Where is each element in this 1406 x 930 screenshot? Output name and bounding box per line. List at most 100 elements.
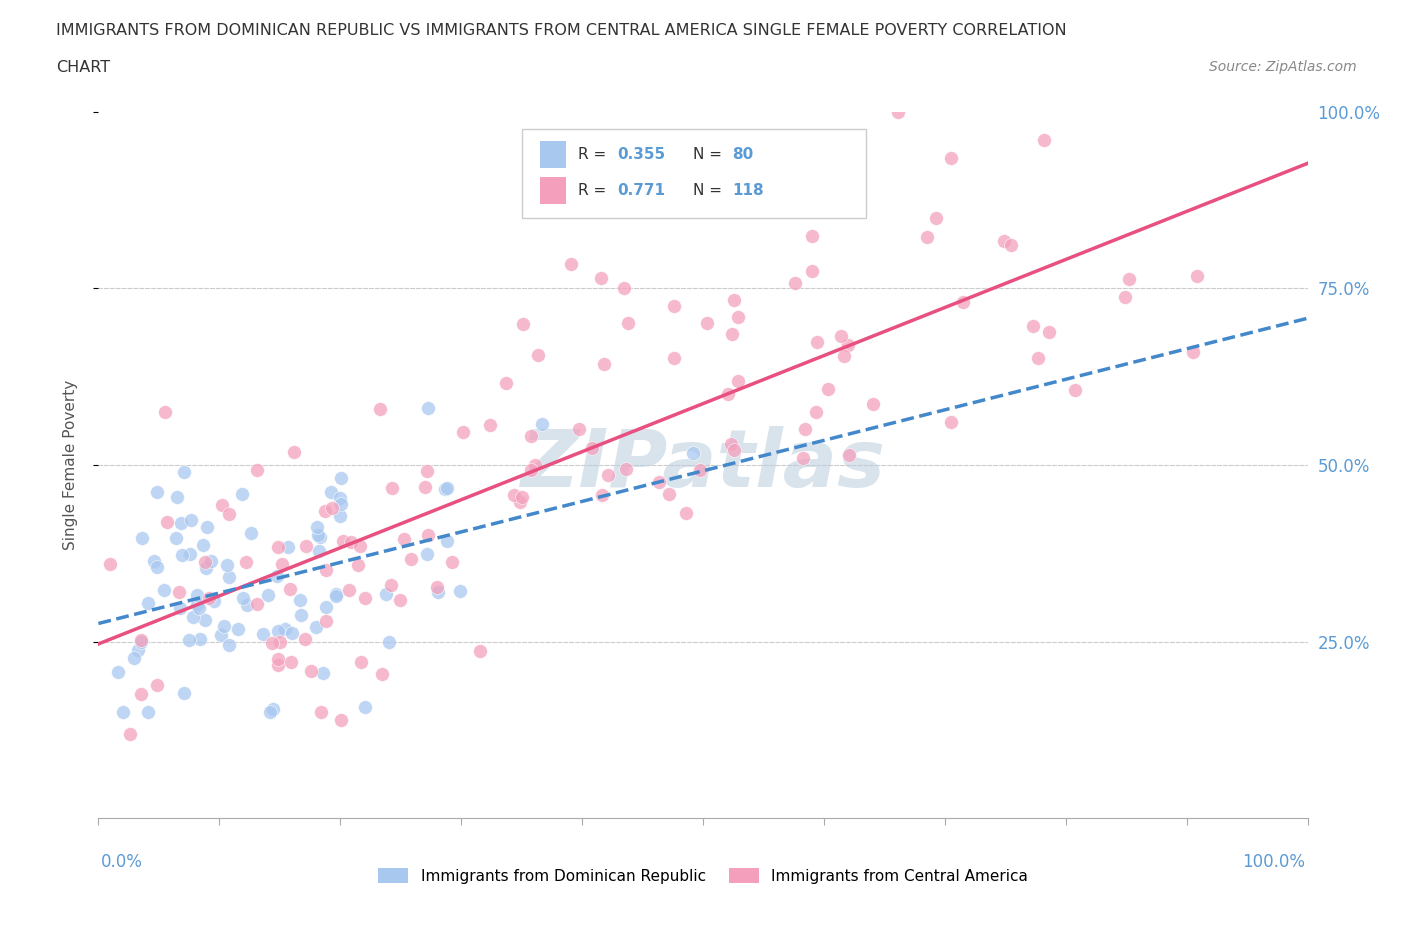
Point xyxy=(415,463,437,478)
Point xyxy=(399,551,422,566)
Point xyxy=(308,543,330,558)
Point xyxy=(1118,272,1140,287)
Point xyxy=(415,547,437,562)
Point xyxy=(131,530,153,545)
Point xyxy=(321,500,343,515)
Point xyxy=(314,503,336,518)
Point xyxy=(311,666,333,681)
Point xyxy=(526,348,548,363)
Point xyxy=(239,525,262,540)
Point xyxy=(195,561,218,576)
Point xyxy=(188,631,211,646)
Point xyxy=(413,479,436,494)
Point xyxy=(329,490,352,505)
Point xyxy=(177,632,200,647)
Point xyxy=(155,514,177,529)
Point xyxy=(280,626,302,641)
Point xyxy=(392,532,415,547)
Point xyxy=(862,397,884,412)
Point xyxy=(120,726,142,741)
Point xyxy=(1182,345,1205,360)
Point xyxy=(262,702,284,717)
Point xyxy=(589,271,612,286)
Point xyxy=(800,229,823,244)
Point xyxy=(315,613,337,628)
Text: IMMIGRANTS FROM DOMINICAN REPUBLIC VS IMMIGRANTS FROM CENTRAL AMERICA SINGLE FEM: IMMIGRANTS FROM DOMINICAN REPUBLIC VS IM… xyxy=(56,23,1067,38)
Point xyxy=(170,515,193,530)
Point xyxy=(211,498,233,512)
Point xyxy=(503,487,526,502)
Point xyxy=(246,463,269,478)
Point xyxy=(232,591,254,605)
Point xyxy=(662,351,685,365)
Point xyxy=(267,624,290,639)
Point xyxy=(328,509,350,524)
Point xyxy=(530,417,553,432)
Point xyxy=(952,295,974,310)
Point xyxy=(146,560,169,575)
Point xyxy=(136,705,159,720)
Point xyxy=(817,381,839,396)
Point xyxy=(648,474,671,489)
Point xyxy=(155,405,177,419)
Point xyxy=(837,338,859,352)
Point xyxy=(169,601,191,616)
Text: Source: ZipAtlas.com: Source: ZipAtlas.com xyxy=(1209,60,1357,74)
Point xyxy=(267,658,290,673)
Point xyxy=(186,588,208,603)
Point xyxy=(792,451,814,466)
Point xyxy=(727,374,749,389)
Point xyxy=(166,489,188,504)
Point xyxy=(330,497,353,512)
Point xyxy=(368,402,391,417)
Point xyxy=(1000,237,1022,252)
Point xyxy=(449,583,471,598)
Point xyxy=(887,104,910,119)
Point xyxy=(257,588,280,603)
Text: R =: R = xyxy=(578,147,612,162)
Point xyxy=(218,507,240,522)
Point xyxy=(277,539,299,554)
Point xyxy=(347,557,370,572)
Point xyxy=(269,635,291,650)
Point xyxy=(433,482,456,497)
Point xyxy=(925,210,948,225)
Point xyxy=(800,263,823,278)
Point xyxy=(107,664,129,679)
Text: ZIPatlas: ZIPatlas xyxy=(520,426,886,504)
Point xyxy=(226,621,249,636)
Point xyxy=(112,705,135,720)
Point xyxy=(353,699,375,714)
Point xyxy=(194,613,217,628)
Text: 118: 118 xyxy=(733,183,763,198)
Point xyxy=(127,643,149,658)
Y-axis label: Single Female Poverty: Single Female Poverty xyxy=(63,379,77,551)
Point xyxy=(330,471,353,485)
Text: R =: R = xyxy=(578,183,612,198)
Point xyxy=(436,480,458,495)
Text: 0.771: 0.771 xyxy=(617,183,665,198)
Point xyxy=(1022,318,1045,333)
Point xyxy=(793,421,815,436)
Point xyxy=(246,597,269,612)
Point xyxy=(381,481,404,496)
Point xyxy=(613,281,636,296)
Point xyxy=(721,326,744,341)
Point xyxy=(307,527,329,542)
Point xyxy=(146,485,169,499)
Point xyxy=(165,530,187,545)
Point xyxy=(658,486,681,501)
Point xyxy=(785,275,807,290)
Text: 0.355: 0.355 xyxy=(617,147,665,162)
Point xyxy=(180,512,202,527)
Point xyxy=(146,678,169,693)
Point xyxy=(510,490,533,505)
Point xyxy=(231,487,253,502)
Point xyxy=(294,538,316,553)
Point xyxy=(195,520,218,535)
Point xyxy=(427,584,450,599)
FancyBboxPatch shape xyxy=(540,178,567,205)
Point xyxy=(509,494,531,509)
Point xyxy=(305,619,328,634)
Point xyxy=(212,618,235,633)
